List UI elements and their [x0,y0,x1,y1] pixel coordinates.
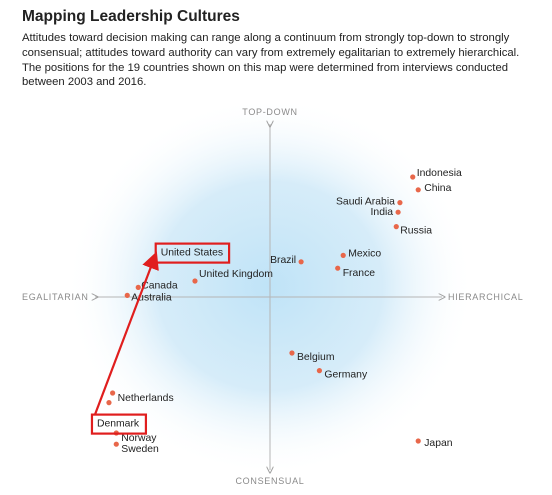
data-point-denmark [106,400,112,406]
data-point-belgium [289,350,295,356]
data-point-mexico [340,252,346,258]
annotations [90,242,231,435]
country-label-germany: Germany [324,370,368,381]
description-line: consensual; attitudes toward authority c… [22,46,520,59]
chart-description: Attitudes toward decision making can ran… [22,31,542,90]
country-label-canada: Canada [141,280,178,291]
highlight-box-denmark [90,413,148,435]
country-label-japan: Japan [424,438,453,449]
axis-label-bottom: CONSENSUAL [235,476,304,486]
country-label-united-states: United States [161,248,223,259]
data-point-germany [316,368,323,374]
description-line: The positions for the 19 countries shown… [22,61,509,74]
country-label-china: China [424,183,451,194]
data-point-russia [393,224,399,230]
data-point-indonesia [410,174,416,180]
country-label-russia: Russia [400,226,432,237]
data-point-china [415,187,421,193]
country-label-france: France [343,268,376,279]
country-label-denmark: Denmark [97,419,140,430]
data-point-saudi-arabia [397,200,403,206]
country-label-norway: Norway [121,433,157,444]
axis-label-top: TOP-DOWN [242,107,297,117]
data-point-canada [135,284,141,290]
country-label-india: India [371,207,394,218]
map-axes: TOP-DOWN CONSENSUAL EGALITARIAN HIERARCHICA… [22,107,523,486]
country-label-united-kingdom: United Kingdom [199,269,273,280]
data-point-japan [415,438,421,444]
data-point-united-kingdom [192,278,198,284]
country-label-netherlands: Netherlands [118,393,174,404]
description-line: Attitudes toward decision making can ran… [22,32,510,44]
description-line: between 2003 and 2016. [22,76,147,89]
data-point-netherlands [110,390,116,396]
annotation-arrow [93,251,159,415]
country-label-indonesia: Indonesia [417,168,462,179]
data-point-australia [124,292,130,298]
data-point-india [395,209,401,215]
axis-label-right: HIERARCHICAL [448,292,523,302]
data-point-france [335,265,341,271]
country-label-australia: Australia [131,292,172,303]
country-label-belgium: Belgium [297,352,335,363]
data-point-sweden [113,441,119,447]
country-label-saudi-arabia: Saudi Arabia [336,197,395,208]
country-label-mexico: Mexico [348,248,381,259]
data-point-brazil [298,259,304,265]
country-label-sweden: Sweden [121,444,159,455]
chart-title: Mapping Leadership Cultures [22,8,240,25]
axis-label-left: EGALITARIAN [22,292,89,302]
country-label-brazil: Brazil [270,255,296,266]
